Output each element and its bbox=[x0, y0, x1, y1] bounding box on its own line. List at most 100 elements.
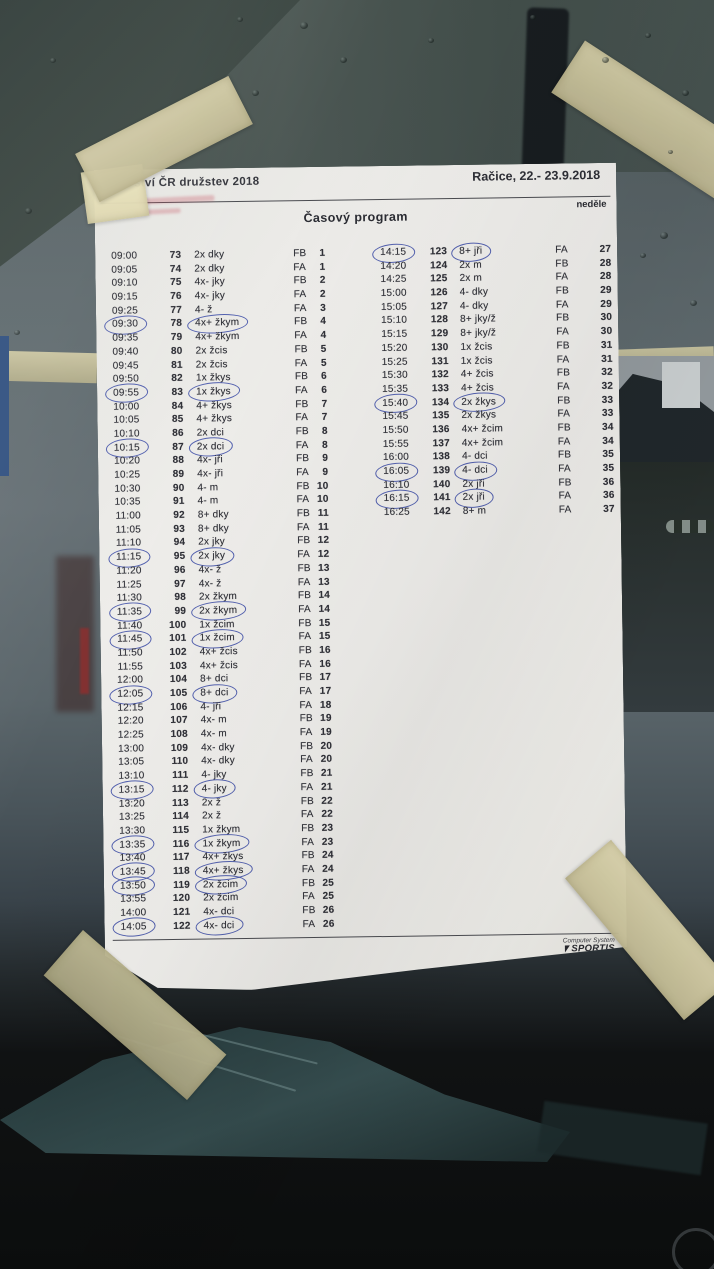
cell-race: 126 bbox=[430, 287, 448, 299]
cell-fin: FA bbox=[297, 549, 311, 561]
cell-boat: 4x+ žkym bbox=[195, 317, 240, 330]
water-droplet bbox=[660, 232, 668, 239]
cell-sec: 22 bbox=[321, 808, 334, 821]
cell-fin: FA bbox=[555, 299, 569, 311]
cell-fin: FA bbox=[558, 490, 572, 502]
cell-boat: 4- dky bbox=[459, 286, 489, 298]
cell-fin: FB bbox=[299, 713, 313, 725]
cell-boat: 4- m bbox=[197, 481, 219, 494]
cell-race: 120 bbox=[172, 893, 191, 905]
cell-sec: 7 bbox=[321, 398, 328, 410]
cell-fin: FA bbox=[297, 576, 311, 588]
cell-sec: 1 bbox=[319, 261, 326, 273]
cell-time: 09:40 bbox=[112, 346, 139, 358]
cell-fin: FB bbox=[557, 449, 572, 461]
cell-race: 107 bbox=[170, 715, 188, 727]
cell-fin: FA bbox=[300, 754, 313, 766]
cell-fin: FA bbox=[298, 631, 312, 643]
water-droplet bbox=[237, 17, 243, 23]
cell-race: 137 bbox=[432, 437, 450, 449]
cell-fin: FB bbox=[297, 590, 312, 602]
footer-brand: Computer System SPORTIS bbox=[563, 937, 615, 955]
cell-fin: FB bbox=[301, 822, 315, 835]
cell-fin: FA bbox=[299, 686, 313, 698]
cell-boat: 2x ž bbox=[201, 796, 222, 809]
cell-time: 15:45 bbox=[382, 410, 409, 423]
table-bottom-rule bbox=[113, 933, 619, 941]
paper-stack-tail bbox=[537, 1100, 708, 1176]
water-droplet bbox=[645, 33, 651, 39]
cell-time: 09:00 bbox=[111, 250, 138, 262]
beige-bar-reflection-left bbox=[0, 350, 98, 384]
cell-fin: FA bbox=[298, 658, 312, 670]
cell-time: 10:20 bbox=[113, 455, 141, 468]
cell-fin: FB bbox=[557, 394, 571, 407]
cell-race: 104 bbox=[169, 674, 188, 686]
cell-boat: 4x+ žcis bbox=[199, 645, 238, 658]
cell-race: 90 bbox=[172, 482, 185, 494]
cell-race: 129 bbox=[430, 328, 449, 340]
cell-fin: FB bbox=[296, 480, 310, 492]
cell-boat: 2x jři bbox=[462, 491, 486, 504]
cell-race: 113 bbox=[172, 797, 189, 809]
water-droplet bbox=[252, 90, 259, 96]
cell-fin: FB bbox=[293, 275, 307, 287]
cell-boat: 8+ dci bbox=[200, 673, 229, 685]
cell-sec: 20 bbox=[320, 740, 333, 752]
cell-fin: FB bbox=[555, 258, 569, 270]
cell-fin: FA bbox=[293, 289, 307, 301]
cell-fin: FA bbox=[296, 494, 310, 506]
cell-time: 10:15 bbox=[113, 442, 140, 454]
cell-race: 76 bbox=[170, 290, 182, 303]
cell-sec: 17 bbox=[319, 685, 332, 697]
cell-race: 82 bbox=[171, 372, 183, 385]
cell-race: 100 bbox=[168, 619, 187, 631]
cell-fin: FB bbox=[301, 850, 315, 862]
cell-fin: FA bbox=[295, 439, 309, 451]
cell-time: 16:25 bbox=[383, 506, 410, 519]
cell-time: 11:55 bbox=[117, 660, 144, 673]
cell-boat: 4x- ž bbox=[198, 564, 222, 576]
cell-boat: 2x žcim bbox=[203, 892, 239, 904]
cell-fin: FA bbox=[301, 863, 315, 876]
cell-boat: 2x m bbox=[459, 272, 483, 285]
cell-sec: 34 bbox=[602, 421, 614, 433]
cell-sec: 14 bbox=[318, 589, 331, 602]
cell-time: 11:20 bbox=[116, 565, 142, 577]
cell-time: 11:45 bbox=[117, 633, 143, 645]
cell-sec: 26 bbox=[322, 918, 335, 930]
cell-fin: FA bbox=[557, 408, 571, 420]
cell-fin: FB bbox=[296, 508, 311, 520]
cell-time: 14:05 bbox=[120, 921, 147, 933]
cell-time: 15:00 bbox=[380, 287, 407, 300]
cell-time: 13:00 bbox=[117, 743, 145, 755]
cell-race: 74 bbox=[169, 263, 182, 275]
cell-time: 15:05 bbox=[380, 301, 408, 313]
cell-fin: FB bbox=[558, 477, 572, 489]
cell-fin: FA bbox=[296, 467, 309, 479]
water-droplet bbox=[690, 300, 697, 306]
cell-fin: FB bbox=[297, 535, 311, 547]
cell-boat: 4x- dky bbox=[201, 755, 235, 767]
cell-boat: 2x m bbox=[459, 259, 482, 271]
cell-boat: 4- dci bbox=[461, 450, 488, 463]
faint-handwriting-mark bbox=[136, 195, 214, 205]
cell-race: 80 bbox=[170, 345, 183, 357]
cell-sec: 11 bbox=[317, 521, 330, 533]
cell-boat: 2x ž bbox=[201, 810, 222, 822]
cell-race: 121 bbox=[173, 906, 191, 918]
cell-boat: 2x dci bbox=[196, 427, 225, 439]
cell-race: 81 bbox=[171, 359, 183, 371]
cell-fin: FA bbox=[293, 302, 307, 314]
cell-boat: 1x žcis bbox=[460, 354, 493, 367]
cell-fin: FB bbox=[556, 367, 571, 379]
cell-sec: 28 bbox=[599, 271, 612, 283]
cell-time: 14:15 bbox=[380, 246, 407, 259]
cell-boat: 4x- dci bbox=[203, 919, 235, 932]
cell-race: 79 bbox=[170, 331, 183, 344]
cell-fin: FA bbox=[556, 326, 570, 338]
cell-sec: 9 bbox=[322, 466, 329, 478]
cell-sec: 7 bbox=[321, 412, 328, 424]
cell-sec: 19 bbox=[320, 726, 332, 738]
cell-sec: 27 bbox=[599, 243, 612, 255]
